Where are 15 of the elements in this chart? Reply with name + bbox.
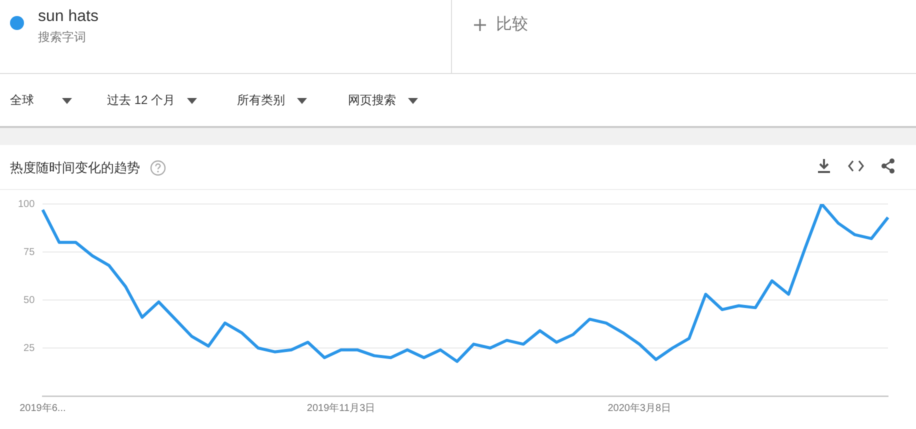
chart-title: 热度随时间变化的趋势: [10, 159, 140, 177]
text: 过去 12 个月: [107, 92, 176, 109]
x-tick-label: 2019年6...: [20, 402, 66, 414]
text: 全球: [10, 92, 34, 109]
text: 所有类别: [237, 92, 285, 109]
y-tick-label: 100: [18, 198, 36, 210]
y-tick-label: 50: [24, 294, 36, 306]
text: 搜索字词: [38, 29, 86, 46]
x-tick-label: 2020年3月8日: [608, 402, 672, 414]
x-tick-label: 2019年11月3日: [306, 402, 376, 414]
y-tick-label: 25: [24, 342, 36, 354]
text: 比较: [496, 14, 528, 35]
legend-label: sun hats: [38, 8, 98, 26]
text: 网页搜索: [348, 92, 396, 109]
y-tick-label: 75: [24, 246, 36, 258]
